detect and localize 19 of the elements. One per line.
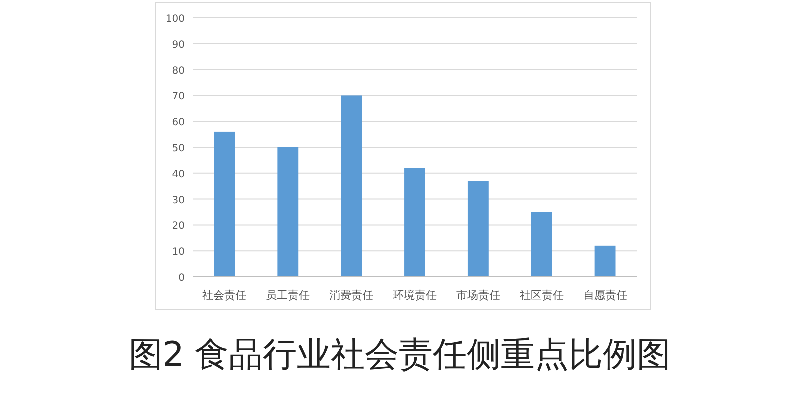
x-tick-label: 社区责任 [520,289,564,302]
x-tick-label: 环境责任 [393,289,437,302]
x-tick-label: 社会责任 [202,289,247,302]
y-tick-label: 70 [172,92,185,103]
x-tick-label: 员工责任 [266,289,310,302]
y-tick-label: 10 [172,247,185,258]
text: 图2 食品行业社会责任侧重点比例图 [128,335,672,375]
y-tick-label: 50 [172,144,185,154]
x-tick-label: 消费责任 [330,289,374,302]
x-tick-label: 市场责任 [456,289,500,302]
y-tick-label: 60 [172,118,185,129]
y-tick-label: 90 [172,40,185,51]
y-tick-label: 100 [166,14,185,25]
x-tick-label: 自愿责任 [583,289,628,302]
y-tick-label: 20 [172,221,185,232]
y-tick-label: 40 [172,169,185,180]
y-tick-label: 0 [178,273,185,284]
y-tick-label: 30 [172,195,185,206]
y-tick-label: 80 [172,66,185,77]
